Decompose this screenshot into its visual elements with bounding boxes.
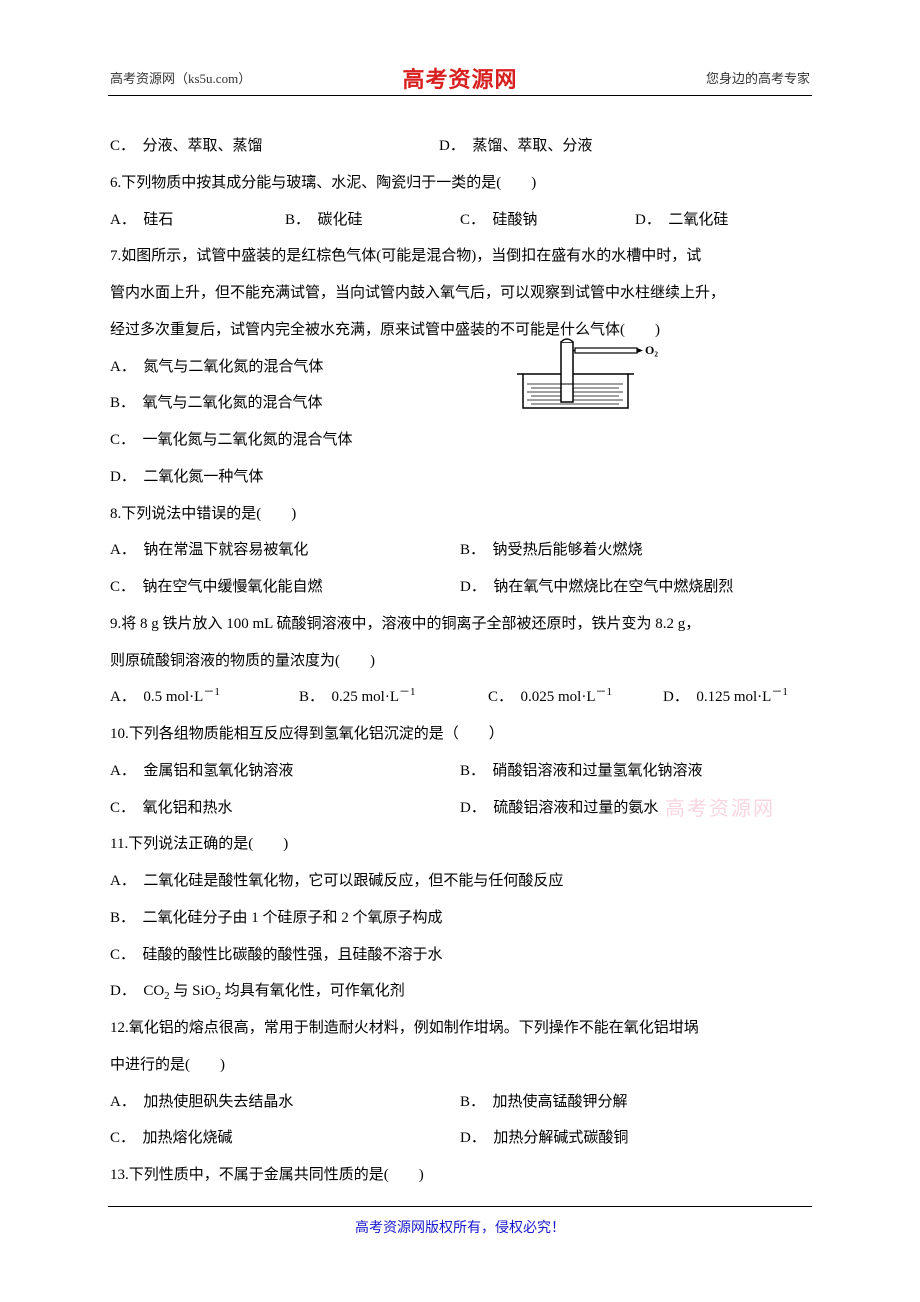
page-header: 高考资源网（ks5u.com） 高考资源网 您身边的高考专家 [108, 0, 812, 96]
q11-option-c: C． 硅酸的酸性比碳酸的酸性强，且硅酸不溶于水 [110, 937, 810, 974]
q7-option-c: C． 一氧化氮与二氧化氮的混合气体 [110, 422, 810, 459]
watermark-text: 高考资源网 [665, 792, 775, 821]
q10-option-c: C． 氧化铝和热水 [110, 790, 460, 827]
q10-option-a: A． 金属铝和氢氧化钠溶液 [110, 753, 460, 790]
q9-line1: 9.将 8 g 铁片放入 100 mL 硫酸铜溶液中，溶液中的铜离子全部被还原时… [110, 606, 810, 643]
q13-stem: 13.下列性质中，不属于金属共同性质的是( ) [110, 1157, 810, 1194]
q12-option-b: B． 加热使高锰酸钾分解 [460, 1084, 810, 1121]
q9-options: A． 0.5 mol·L－1 B． 0.25 mol·L－1 C． 0.025 … [110, 679, 810, 716]
q11-d-mid: 与 SiO [170, 983, 216, 999]
q12-options-cd: C． 加热熔化烧碱 D． 加热分解碱式碳酸铜 [110, 1120, 810, 1157]
q11-option-b: B． 二氧化硅分子由 1 个硅原子和 2 个氧原子构成 [110, 900, 810, 937]
q8-options-cd: C． 钠在空气中缓慢氧化能自燃 D． 钠在氧气中燃烧比在空气中燃烧剧烈 [110, 569, 810, 606]
q12-options-ab: A． 加热使胆矾失去结晶水 B． 加热使高锰酸钾分解 [110, 1084, 810, 1121]
sup-neg1: －1 [596, 686, 613, 698]
q11-option-d: D． CO2 与 SiO2 均具有氧化性，可作氧化剂 [110, 973, 810, 1010]
q10-options-ab: A． 金属铝和氢氧化钠溶液 B． 硝酸铝溶液和过量氢氧化钠溶液 [110, 753, 810, 790]
q5-options: C． 分液、萃取、蒸馏 D． 蒸馏、萃取、分液 [110, 128, 810, 165]
q7-line2: 管内水面上升，但不能充满试管，当向试管内鼓入氧气后，可以观察到试管中水柱继续上升… [110, 275, 810, 312]
o2-label: O₂ [645, 343, 658, 357]
q9-b-text: B． 0.25 mol·L [299, 689, 399, 705]
q11-stem: 11.下列说法正确的是( ) [110, 826, 810, 863]
q6-option-a: A． 硅石 [110, 202, 285, 239]
test-tube-diagram-icon: O₂ [515, 336, 665, 411]
q11-option-a: A． 二氧化硅是酸性氧化物，它可以跟碱反应，但不能与任何酸反应 [110, 863, 810, 900]
q9-option-b: B． 0.25 mol·L－1 [299, 679, 488, 716]
q8-stem: 8.下列说法中错误的是( ) [110, 496, 810, 533]
q6-options: A． 硅石 B． 碳化硅 C． 硅酸钠 D． 二氧化硅 [110, 202, 810, 239]
q12-line2: 中进行的是( ) [110, 1047, 810, 1084]
q8-options-ab: A． 钠在常温下就容易被氧化 B． 钠受热后能够着火燃烧 [110, 532, 810, 569]
q6-option-d: D． 二氧化硅 [635, 202, 810, 239]
header-center-logo: 高考资源网 [402, 62, 517, 94]
q8-option-d: D． 钠在氧气中燃烧比在空气中燃烧剧烈 [460, 569, 810, 606]
q7-line1: 7.如图所示，试管中盛装的是红棕色气体(可能是混合物)，当倒扣在盛有水的水槽中时… [110, 238, 810, 275]
q8-option-a: A． 钠在常温下就容易被氧化 [110, 532, 460, 569]
q9-option-c: C． 0.025 mol·L－1 [488, 679, 663, 716]
q9-option-d: D． 0.125 mol·L－1 [663, 679, 788, 716]
q9-d-text: D． 0.125 mol·L [663, 689, 771, 705]
header-left-text: 高考资源网（ks5u.com） [110, 68, 251, 87]
q7-option-a: A． 氮气与二氧化氮的混合气体 [110, 349, 810, 386]
q9-a-text: A． 0.5 mol·L [110, 689, 203, 705]
q10-stem: 10.下列各组物质能相互反应得到氢氧化铝沉淀的是（ ） [110, 716, 810, 753]
document-content: C． 分液、萃取、蒸馏 D． 蒸馏、萃取、分液 6.下列物质中按其成分能与玻璃、… [0, 96, 920, 1194]
q12-option-d: D． 加热分解碱式碳酸铜 [460, 1120, 810, 1157]
q6-option-b: B． 碳化硅 [285, 202, 460, 239]
page-footer: 高考资源网版权所有，侵权必究！ [108, 1206, 812, 1237]
experiment-diagram: O₂ [515, 336, 665, 416]
q9-option-a: A． 0.5 mol·L－1 [110, 679, 299, 716]
q5-option-c: C． 分液、萃取、蒸馏 [110, 128, 439, 165]
q9-line2: 则原硫酸铜溶液的物质的量浓度为( ) [110, 643, 810, 680]
sup-neg1: －1 [203, 686, 220, 698]
q12-option-c: C． 加热熔化烧碱 [110, 1120, 460, 1157]
q12-line1: 12.氧化铝的熔点很高，常用于制造耐火材料，例如制作坩埚。下列操作不能在氧化铝坩… [110, 1010, 810, 1047]
q11-d-post: 均具有氧化性，可作氧化剂 [221, 983, 405, 999]
q7-option-b: B． 氧气与二氧化氮的混合气体 [110, 385, 810, 422]
q7-option-d: D． 二氧化氮一种气体 [110, 459, 810, 496]
q9-c-text: C． 0.025 mol·L [488, 689, 596, 705]
q8-option-c: C． 钠在空气中缓慢氧化能自燃 [110, 569, 460, 606]
sup-neg1: －1 [399, 686, 416, 698]
q6-option-c: C． 硅酸钠 [460, 202, 635, 239]
q6-stem: 6.下列物质中按其成分能与玻璃、水泥、陶瓷归于一类的是( ) [110, 165, 810, 202]
q5-option-d: D． 蒸馏、萃取、分液 [439, 128, 592, 165]
q10-option-b: B． 硝酸铝溶液和过量氢氧化钠溶液 [460, 753, 810, 790]
header-right-text: 您身边的高考专家 [706, 68, 810, 87]
q7-line3: 经过多次重复后，试管内完全被水充满，原来试管中盛装的不可能是什么气体( ) [110, 312, 810, 349]
q11-d-pre: D． CO [110, 983, 164, 999]
sup-neg1: －1 [771, 686, 788, 698]
q8-option-b: B． 钠受热后能够着火燃烧 [460, 532, 810, 569]
q12-option-a: A． 加热使胆矾失去结晶水 [110, 1084, 460, 1121]
